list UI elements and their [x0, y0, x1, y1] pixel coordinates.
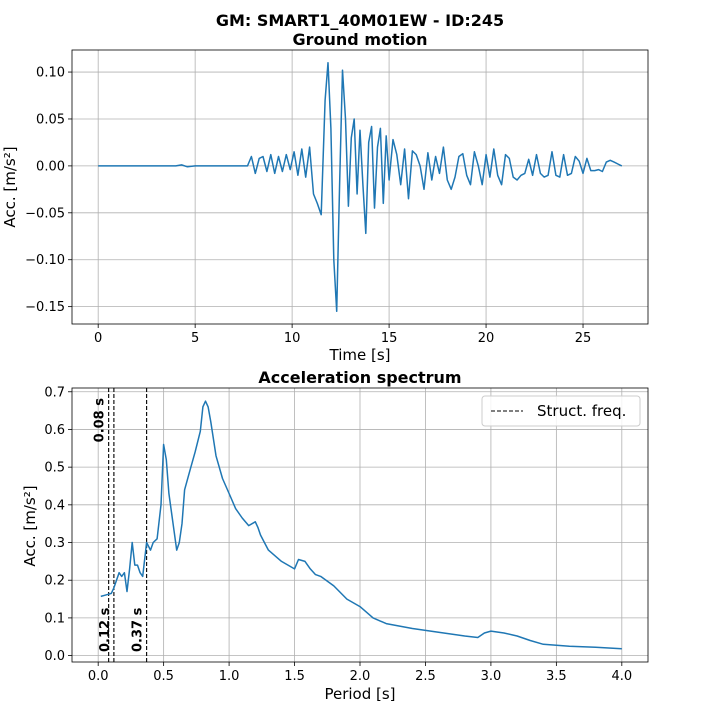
y-tick-label: 0.00: [36, 159, 65, 174]
y-tick-label: 0.1: [44, 611, 65, 626]
y-tick-label: −0.10: [25, 253, 65, 268]
y-tick-label: −0.15: [25, 300, 65, 315]
ground-motion-yticks: −0.15 −0.10 −0.05 0.00 0.05 0.10: [25, 66, 72, 315]
x-tick-label: 5: [191, 331, 199, 346]
x-tick-label: 1.0: [219, 669, 240, 684]
ground-motion-series: [98, 61, 623, 313]
y-tick-label: 0.6: [44, 423, 65, 438]
ground-motion-title: Ground motion: [293, 30, 428, 49]
y-tick-label: 0.0: [44, 649, 65, 664]
x-tick-label: 10: [284, 331, 301, 346]
acceleration-spectrum-title: Acceleration spectrum: [258, 368, 461, 387]
structural-frequency-label: 0.08 s: [93, 398, 108, 443]
acceleration-spectrum-xlabel: Period [s]: [324, 685, 395, 703]
ground-motion-frame: [71, 49, 649, 325]
x-tick-label: 4.0: [611, 669, 632, 684]
structural-frequency-lines: 0.08 s 0.12 s 0.37 s: [93, 388, 148, 662]
y-tick-label: 0.05: [36, 112, 65, 127]
acceleration-spectrum-ylabel: Acc. [m/s²]: [21, 485, 39, 566]
x-tick-label: 3.5: [546, 669, 567, 684]
series-line: [98, 61, 623, 313]
y-tick-label: −0.05: [25, 206, 65, 221]
x-tick-label: 1.5: [284, 669, 305, 684]
y-tick-label: 0.3: [44, 536, 65, 551]
figure-suptitle: GM: SMART1_40M01EW - ID:245: [216, 11, 504, 30]
x-tick-label: 3.0: [481, 669, 502, 684]
ground-motion-ylabel: Acc. [m/s²]: [1, 146, 19, 227]
ground-motion-xticks: 0 5 10 15 20 25: [94, 324, 591, 346]
x-tick-label: 0: [94, 331, 102, 346]
x-tick-label: 0.5: [153, 669, 174, 684]
acceleration-spectrum-grid: [72, 388, 648, 662]
y-tick-label: 0.2: [44, 574, 65, 589]
legend: Struct. freq.: [481, 395, 641, 427]
ground-motion-chart: Ground motion 0 5 10 15 20 25 −0.15 −0.10 −0.05…: [1, 30, 649, 364]
structural-frequency-label: 0.37 s: [131, 607, 146, 652]
structural-frequency-label: 0.12 s: [98, 607, 113, 652]
y-tick-label: 0.5: [44, 461, 65, 476]
legend-label: Struct. freq.: [537, 402, 626, 420]
ground-motion-xlabel: Time [s]: [329, 346, 391, 364]
x-tick-label: 0.0: [88, 669, 109, 684]
y-tick-label: 0.4: [44, 498, 65, 513]
x-tick-label: 20: [478, 331, 495, 346]
x-tick-label: 25: [575, 331, 592, 346]
acceleration-spectrum-xticks: 0.0 0.5 1.0 1.5 2.0 2.5 3.0 3.5 4.0: [88, 662, 632, 684]
acceleration-spectrum-series: [100, 400, 622, 650]
ground-motion-grid: [72, 50, 648, 324]
x-tick-label: 15: [381, 331, 398, 346]
x-tick-label: 2.5: [415, 669, 436, 684]
y-tick-label: 0.10: [36, 66, 65, 81]
y-tick-label: 0.7: [44, 385, 65, 400]
series-line: [100, 400, 622, 650]
acceleration-spectrum-yticks: 0.0 0.1 0.2 0.3 0.4 0.5 0.6 0.7: [44, 385, 72, 664]
legend-box: [481, 395, 641, 427]
acceleration-spectrum-chart: Acceleration spectrum 0.08 s 0.12 s 0.37 s…: [21, 368, 649, 703]
x-tick-label: 2.0: [350, 669, 371, 684]
